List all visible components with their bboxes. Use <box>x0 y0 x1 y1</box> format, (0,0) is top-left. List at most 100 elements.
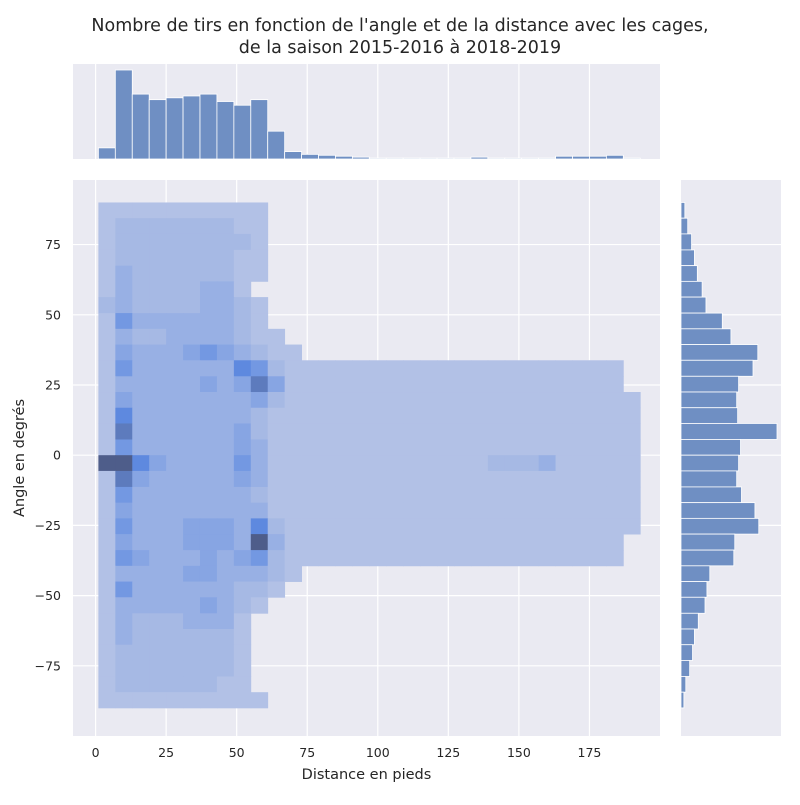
heatmap-cell <box>453 550 472 567</box>
heatmap-cell <box>335 407 353 424</box>
y-tick-label: 25 <box>45 377 61 392</box>
top-histogram-bar <box>385 157 404 160</box>
heatmap-cell <box>521 502 540 519</box>
heatmap-cell <box>369 423 387 440</box>
heatmap-cell <box>318 550 336 567</box>
heatmap-cell <box>149 565 167 582</box>
heatmap-cell <box>183 281 201 298</box>
heatmap-cell <box>267 423 286 440</box>
heatmap-cell <box>216 692 235 709</box>
heatmap-cell <box>335 470 353 488</box>
heatmap-cell <box>132 502 150 519</box>
heatmap-cell <box>487 518 506 535</box>
heatmap-cell <box>284 455 302 472</box>
right-histogram-bar <box>680 296 707 314</box>
heatmap-cell <box>149 392 167 409</box>
heatmap-cell <box>420 455 438 472</box>
heatmap-cell <box>250 486 269 504</box>
heatmap-cell <box>216 550 235 567</box>
heatmap-cell <box>216 470 235 488</box>
heatmap-cell <box>250 313 269 330</box>
heatmap-cell <box>132 265 150 282</box>
heatmap-cell <box>504 534 523 551</box>
heatmap-cell <box>572 486 590 504</box>
right-histogram-bar <box>680 691 685 709</box>
heatmap-cell <box>284 392 302 409</box>
y-tick-label: 50 <box>45 307 61 322</box>
heatmap-cell <box>555 360 573 377</box>
heatmap-cell <box>149 455 167 472</box>
heatmap-cell <box>132 218 150 235</box>
heatmap-cell <box>470 550 489 567</box>
heatmap-cell <box>132 550 150 567</box>
heatmap-cell <box>284 470 302 488</box>
heatmap-cell <box>166 502 184 519</box>
heatmap-cell <box>98 423 116 440</box>
heatmap-cell <box>386 423 404 440</box>
heatmap-cell <box>183 518 201 535</box>
x-axis-tick-labels: 0 25 50 75 100 125 150 175 <box>92 745 602 760</box>
heatmap-cell <box>487 455 506 472</box>
heatmap-cell <box>98 565 116 582</box>
x-tick-label: 75 <box>299 745 315 760</box>
heatmap-cell <box>521 439 540 456</box>
heatmap-cell <box>132 597 150 614</box>
heatmap-cell <box>318 392 336 409</box>
heatmap-cell <box>98 455 116 472</box>
heatmap-cell <box>216 407 235 424</box>
right-histogram-bar <box>680 280 703 298</box>
heatmap-cell <box>233 376 252 393</box>
heatmap-cell <box>132 581 150 598</box>
heatmap-cell <box>335 439 353 456</box>
heatmap-cell <box>199 518 218 535</box>
heatmap-cell <box>521 376 540 393</box>
heatmap-cell <box>555 502 573 519</box>
heatmap-cell <box>216 534 235 551</box>
heatmap-cell <box>386 407 404 424</box>
heatmap-cell <box>250 376 269 393</box>
top-histogram-bar <box>504 157 523 160</box>
heatmap-cell <box>199 439 218 456</box>
heatmap-cell <box>132 676 150 693</box>
heatmap-cell <box>572 518 590 535</box>
heatmap-cell <box>183 233 201 251</box>
heatmap-cell <box>521 470 540 488</box>
heatmap-cell <box>216 629 235 646</box>
heatmap-cell <box>98 534 116 551</box>
heatmap-cell <box>521 360 540 377</box>
heatmap-cell <box>115 392 133 409</box>
heatmap-cell <box>335 360 353 377</box>
heatmap-cell <box>166 470 184 488</box>
right-histogram-bar <box>680 423 778 440</box>
heatmap-cell <box>183 392 201 409</box>
heatmap-cell <box>369 392 387 409</box>
heatmap-cell <box>572 455 590 472</box>
heatmap-cell <box>166 660 184 677</box>
heatmap-cell <box>267 344 286 361</box>
heatmap-cell <box>555 407 573 424</box>
heatmap-cell <box>132 202 150 219</box>
heatmap-cell <box>98 249 116 267</box>
heatmap-cell <box>115 407 133 424</box>
heatmap-cell <box>199 550 218 567</box>
heatmap-cell <box>149 297 167 314</box>
heatmap-cell <box>335 455 353 472</box>
heatmap-cell <box>149 344 167 361</box>
heatmap-cell <box>386 486 404 504</box>
heatmap-cell <box>250 218 269 235</box>
heatmap-cell <box>369 360 387 377</box>
heatmap-cell <box>538 439 556 456</box>
heatmap-cell <box>267 376 286 393</box>
heatmap-cell <box>420 502 438 519</box>
heatmap-cell <box>572 423 590 440</box>
heatmap-cell <box>589 392 607 409</box>
y-tick-label: −25 <box>35 518 61 533</box>
heatmap-cell <box>98 392 116 409</box>
heatmap-cell <box>538 550 556 567</box>
heatmap-cell <box>98 613 116 630</box>
heatmap-cell <box>606 376 624 393</box>
heatmap-cell <box>199 344 218 361</box>
heatmap-cell <box>453 518 472 535</box>
heatmap-cell <box>606 392 624 409</box>
heatmap-cell <box>183 534 201 551</box>
